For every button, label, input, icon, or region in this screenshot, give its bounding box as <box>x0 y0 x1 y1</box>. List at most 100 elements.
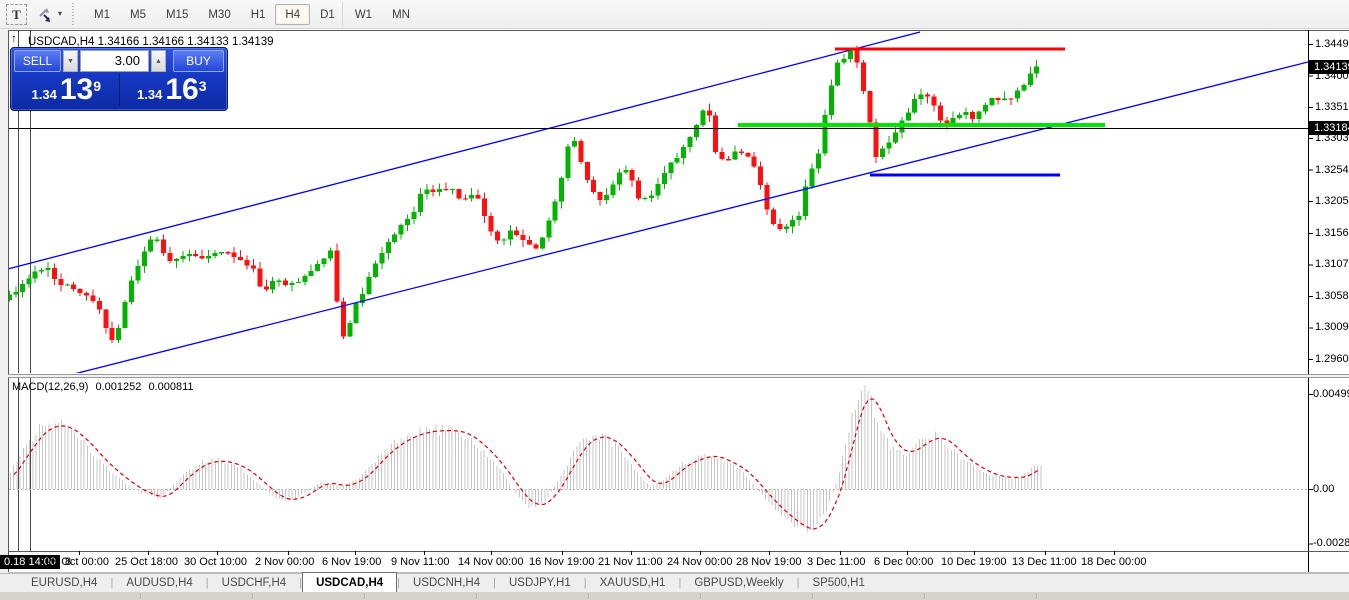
time-axis-label: 16 Nov 19:00 <box>529 556 595 568</box>
sell-price-major: 1.34 <box>31 86 57 102</box>
toolbar-separator <box>342 2 343 26</box>
macd-axis-label: 0.00 <box>1313 483 1335 495</box>
chart-tab-usdchf-h4[interactable]: USDCHF,H4 <box>221 576 287 589</box>
time-axis-label: 14 Nov 00:00 <box>458 556 524 568</box>
price-axis-label: 1.34490 <box>1315 38 1349 51</box>
bottom-status-strip <box>0 592 1349 600</box>
status-strip-separator <box>476 593 477 599</box>
spin-down-icon: ▼ <box>67 57 74 65</box>
left-gutter <box>0 29 8 573</box>
sell-price-point: 9 <box>93 78 101 94</box>
buy-button[interactable]: BUY <box>173 50 224 72</box>
timeframe-button-m15[interactable]: M15 <box>165 8 189 21</box>
sell-price[interactable]: 1.34 13 9 <box>14 72 119 108</box>
chart-tab-gbpusd-weekly[interactable]: GBPUSD,Weekly <box>694 576 784 589</box>
volume-increase-button[interactable]: ▲ <box>151 50 166 72</box>
time-axis-selected-badge: 0.18 14:00 <box>0 555 60 569</box>
status-strip-separator <box>588 593 589 599</box>
chart-tab-eurusd-h4[interactable]: EURUSD,H4 <box>31 576 98 589</box>
time-axis-label: 24 Nov 00:00 <box>667 556 733 568</box>
chart-tab-xauusd-h1[interactable]: XAUUSD,H1 <box>599 576 666 589</box>
tab-separator: | <box>583 577 587 589</box>
timeframe-button-m1[interactable]: M1 <box>94 8 110 21</box>
trade-panel-divider <box>118 74 120 106</box>
time-axis-label: 18 Dec 00:00 <box>1081 556 1147 568</box>
time-axis-bottom <box>8 572 1349 573</box>
price-axis-label: 1.33510 <box>1315 101 1349 114</box>
trend-channel-upper[interactable] <box>0 31 921 271</box>
chart-frame-top <box>8 30 1349 31</box>
spin-up-icon: ▲ <box>155 57 162 65</box>
chart-tab-usdjpy-h1[interactable]: USDJPY,H1 <box>508 576 571 589</box>
chart-tab-usdcad-h4[interactable]: USDCAD,H4 <box>302 572 398 592</box>
time-axis-label: 28 Nov 19:00 <box>736 556 802 568</box>
time-axis-label: 6 Dec 00:00 <box>874 556 934 568</box>
volume-input[interactable]: 3.00 <box>80 50 149 72</box>
price-axis-label: 1.32540 <box>1315 163 1349 176</box>
tab-separator: | <box>493 577 496 589</box>
chart-tab-sp500-h1[interactable]: SP500,H1 <box>812 576 865 589</box>
toolbar: T ▾ M1 M5 M15 M30 H1 H4 D1 W1 MN <box>0 0 1349 29</box>
one-click-trade-panel: SELL ▼ 3.00 ▲ BUY 1.34 13 9 1.34 16 3 <box>10 47 228 111</box>
price-axis-border <box>1308 30 1309 573</box>
object-arrow-up-icon[interactable]: ↑ <box>11 31 17 45</box>
volume-decrease-button[interactable]: ▼ <box>63 50 78 72</box>
text-tool-button[interactable]: T <box>6 4 27 25</box>
status-strip-separator <box>252 593 253 599</box>
status-strip-separator <box>700 593 701 599</box>
buy-price-major: 1.34 <box>137 86 163 102</box>
buy-price-point: 3 <box>198 78 207 94</box>
status-strip-separator <box>812 593 813 599</box>
price-axis-label: 1.30090 <box>1315 321 1349 334</box>
chart-tab-audusd-h4[interactable]: AUDUSD,H4 <box>126 576 193 589</box>
buy-price-pips: 16 <box>165 73 199 106</box>
timeframe-button-h1[interactable]: H1 <box>250 8 266 21</box>
macd-indicator-label: MACD(12,26,9) 0.001252 0.000811 <box>12 381 198 393</box>
time-axis-label: 10 Dec 19:00 <box>941 556 1007 568</box>
timeframe-button-mn[interactable]: MN <box>392 8 410 21</box>
sell-price-pips: 13 <box>59 73 94 106</box>
macd-axis-label: -0.002866 <box>1313 537 1349 550</box>
buy-price[interactable]: 1.34 16 3 <box>120 72 225 108</box>
tab-separator: | <box>678 577 682 589</box>
candlestick-series <box>9 45 1040 344</box>
toolbar-grip[interactable] <box>72 3 76 26</box>
time-axis-label: 2 Nov 00:00 <box>255 556 315 568</box>
macd-frame-bottom <box>8 551 1349 552</box>
current-price-badge: 1.34139 <box>1309 59 1349 74</box>
sell-button[interactable]: SELL <box>14 50 61 72</box>
tab-separator: | <box>299 577 303 589</box>
trend-channel-lower[interactable] <box>70 61 1308 375</box>
price-axis-label: 1.32050 <box>1315 195 1349 208</box>
tab-separator: | <box>397 577 401 589</box>
time-axis-label: 23 Oct 00:00 <box>46 556 109 568</box>
chart-ohlc-header: USDCAD,H4 1.34166 1.34166 1.34133 1.3413… <box>28 36 274 48</box>
price-axis-label: 1.31560 <box>1315 226 1349 239</box>
price-axis-label: 1.30580 <box>1315 289 1349 302</box>
timeframe-button-w1[interactable]: W1 <box>354 8 373 21</box>
chart-tab-usdcnh-h4[interactable]: USDCNH,H4 <box>413 576 481 589</box>
time-axis-label: 6 Nov 19:00 <box>322 556 382 568</box>
arrows-tool-button[interactable] <box>34 4 55 25</box>
time-axis-partial-label: 8 <box>65 556 72 568</box>
timeframe-button-h4[interactable]: H4 <box>275 4 311 25</box>
time-axis-label: 30 Oct 10:00 <box>184 556 247 568</box>
tab-separator: | <box>796 577 800 589</box>
timeframe-button-d1[interactable]: D1 <box>320 8 335 21</box>
time-axis-label: 25 Oct 18:00 <box>115 556 178 568</box>
text-tool-icon: T <box>12 6 21 22</box>
timeframe-button-m5[interactable]: M5 <box>129 8 146 21</box>
tool-dropdown-caret-icon[interactable]: ▾ <box>58 9 63 18</box>
status-strip-separator <box>924 593 925 599</box>
panel-splitter[interactable] <box>8 374 1349 378</box>
timeframe-button-group: M1 M5 M15 M30 H1 H4 D1 W1 MN <box>84 3 420 26</box>
tab-separator: | <box>205 577 209 589</box>
chart-tab-bar: EURUSD,H4 | AUDUSD,H4 | USDCHF,H4 | USDCAD,H4 |… <box>0 572 1349 592</box>
timeframe-button-m30[interactable]: M30 <box>208 8 231 21</box>
time-axis-label: 13 Dec 11:00 <box>1012 556 1077 568</box>
arrows-icon <box>38 7 50 22</box>
status-strip-separator <box>1036 593 1037 599</box>
chart-frame-left <box>8 30 9 573</box>
